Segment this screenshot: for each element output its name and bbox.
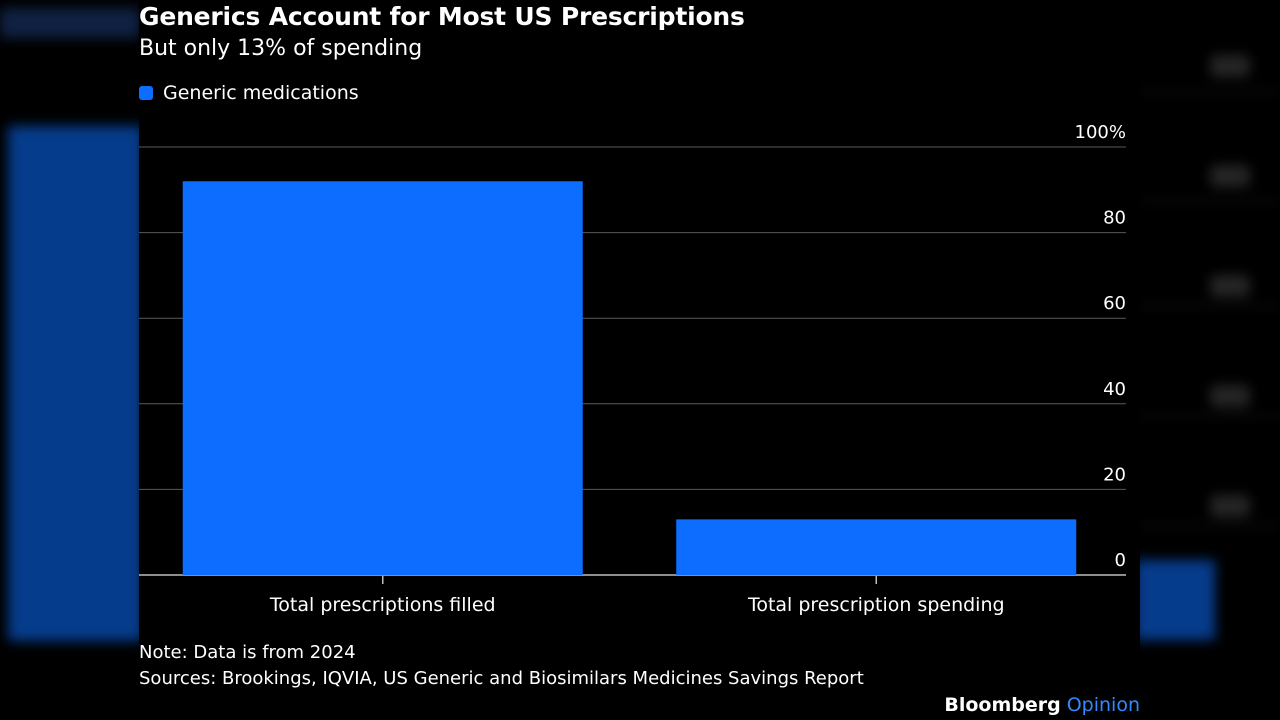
x-tick-label: Total prescriptions filled — [269, 594, 496, 616]
y-tick-label: 40 — [1103, 379, 1126, 400]
legend-swatch — [139, 86, 153, 100]
blurred-gridline — [1140, 525, 1280, 527]
brand-main: Bloomberg — [944, 694, 1061, 716]
bar — [182, 181, 583, 576]
blurred-tick — [1210, 385, 1250, 407]
blurred-tick — [1210, 55, 1250, 77]
blurred-tick — [1210, 165, 1250, 187]
y-tick-label: 0 — [1115, 550, 1126, 571]
y-tick-label: 80 — [1103, 208, 1126, 229]
chart-title: Generics Account for Most US Prescriptio… — [139, 2, 745, 31]
blurred-bar-right — [1135, 560, 1215, 640]
y-tick-label: 100% — [1075, 122, 1126, 143]
blurred-tick — [1210, 275, 1250, 297]
blurred-title-chip — [0, 8, 140, 38]
blurred-gridline — [1140, 200, 1280, 202]
blurred-gridline — [1140, 305, 1280, 307]
chart-subtitle: But only 13% of spending — [139, 36, 423, 61]
blurred-tick — [1210, 495, 1250, 517]
x-tick-label: Total prescription spending — [747, 594, 1005, 616]
brand-sub: Opinion — [1066, 694, 1140, 716]
legend-label: Generic medications — [163, 82, 359, 104]
legend: Generic medications — [139, 82, 359, 104]
chart-card: Generics Account for Most US Prescriptio… — [139, 0, 1140, 720]
y-tick-label: 60 — [1103, 293, 1126, 314]
blurred-bar-left — [8, 126, 143, 641]
bar — [676, 519, 1077, 575]
blurred-gridline — [1140, 90, 1280, 92]
chart-sources: Sources: Brookings, IQVIA, US Generic an… — [139, 668, 864, 689]
brand-logo: Bloomberg Opinion — [944, 694, 1140, 716]
blurred-gridline — [1140, 415, 1280, 417]
bar-chart: 0 20 40 60 80 100% Total prescriptions filled T… — [139, 122, 1126, 616]
chart-note: Note: Data is from 2024 — [139, 642, 356, 663]
y-tick-label: 20 — [1103, 464, 1126, 485]
